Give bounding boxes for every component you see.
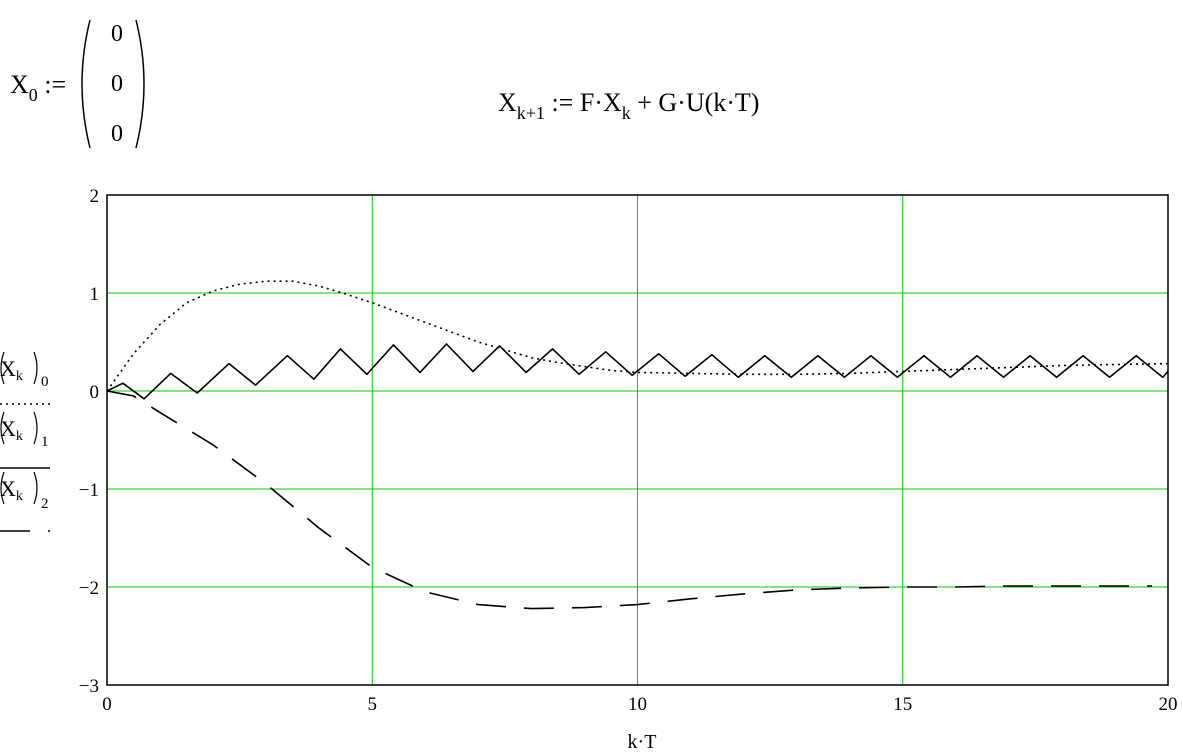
plot-grid bbox=[106, 194, 1169, 686]
x-tick-label: 20 bbox=[1159, 694, 1178, 715]
y-tick-label: 1 bbox=[90, 284, 100, 305]
legend-1-paren bbox=[0, 411, 38, 445]
recur-mid-sub: k bbox=[621, 103, 631, 123]
vector-entry: 0 bbox=[111, 121, 123, 147]
plot-series bbox=[106, 280, 1169, 610]
recur-tail: + G·U(k·T) bbox=[637, 88, 760, 117]
recur-lhs: X bbox=[498, 88, 517, 117]
x-tick-label: 15 bbox=[893, 694, 912, 715]
recurrence-equation: Xk+1 := F·Xk + G·U(k·T) bbox=[498, 88, 760, 123]
svg-text:Xk: Xk bbox=[0, 476, 23, 504]
legend-1-base: X bbox=[0, 416, 16, 441]
legend-0-paren bbox=[0, 351, 38, 385]
recur-lhs-sub: k+1 bbox=[516, 103, 545, 123]
y-tick-label: 0 bbox=[90, 382, 100, 403]
vector-entry: 0 bbox=[111, 21, 123, 47]
x-tick-label: 5 bbox=[368, 694, 378, 715]
y-tick-label: −3 bbox=[79, 676, 99, 697]
legend-2-sub: k bbox=[16, 489, 23, 504]
y-tick-label: 2 bbox=[90, 186, 100, 207]
x-axis-label: k·T bbox=[628, 731, 657, 753]
legend-2-index: 2 bbox=[41, 496, 49, 512]
svg-text:Xk: Xk bbox=[0, 356, 23, 384]
x-tick-label: 10 bbox=[628, 694, 647, 715]
svg-text:Xk: Xk bbox=[0, 416, 23, 444]
legend-entry-1: Xk 1 bbox=[0, 411, 50, 469]
vector-parentheses bbox=[81, 19, 145, 149]
recur-assign: := bbox=[551, 88, 574, 117]
plot-frame bbox=[106, 194, 1169, 686]
recur-mid: F·X bbox=[579, 88, 622, 117]
init-lhs-sub: 0 bbox=[28, 85, 38, 105]
y-tick-label: −2 bbox=[79, 578, 99, 599]
legend-2-paren bbox=[0, 471, 38, 505]
legend-1-sub: k bbox=[16, 429, 23, 444]
series-line-0 bbox=[106, 280, 1169, 392]
init-assign: := bbox=[44, 70, 67, 99]
series-line-2 bbox=[106, 390, 1153, 610]
init-lhs: X bbox=[10, 70, 29, 99]
legend-entry-0: Xk 0 bbox=[0, 351, 50, 405]
plot-legend: Xk 0 Xk 1 Xk 2 bbox=[0, 351, 50, 532]
initial-condition-equation: X0 := bbox=[10, 70, 67, 105]
legend-0-sub: k bbox=[16, 369, 23, 384]
legend-entry-2: Xk 2 bbox=[0, 471, 50, 532]
x-tick-label: 0 bbox=[102, 694, 112, 715]
series-line-1 bbox=[106, 343, 1169, 400]
y-tick-label: −1 bbox=[79, 480, 99, 501]
legend-1-index: 1 bbox=[41, 434, 49, 450]
legend-0-index: 0 bbox=[41, 374, 49, 390]
legend-0-base: X bbox=[0, 356, 16, 381]
legend-2-base: X bbox=[0, 476, 16, 501]
vector-entry: 0 bbox=[111, 71, 123, 97]
